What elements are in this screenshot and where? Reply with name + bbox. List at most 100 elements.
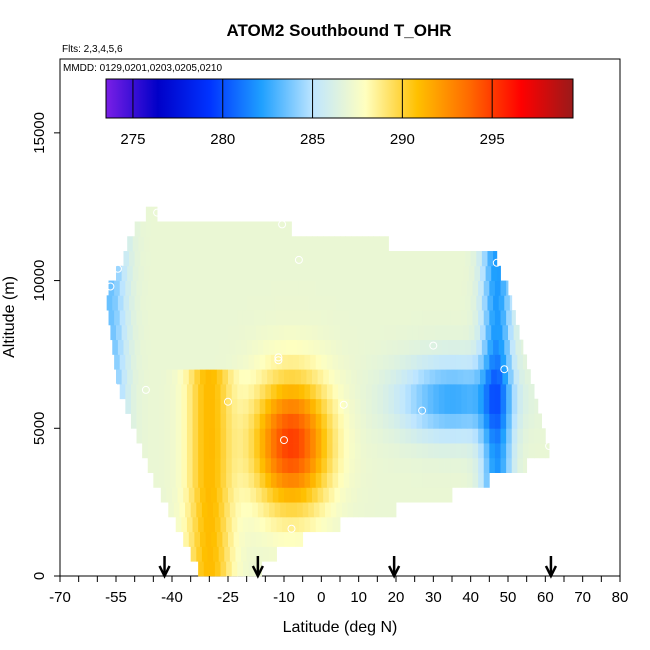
heatmap-cell <box>192 443 199 459</box>
heatmap-cell <box>444 443 451 459</box>
heatmap-cell <box>209 561 216 577</box>
heatmap-cell <box>145 251 152 267</box>
heatmap-cell <box>140 251 147 267</box>
heatmap-cell <box>226 383 233 400</box>
heatmap-cell <box>366 472 373 488</box>
heatmap-cell <box>272 324 279 341</box>
heatmap-cell <box>483 398 490 414</box>
heatmap-cell <box>310 280 317 296</box>
heatmap-cell <box>265 443 272 459</box>
heatmap-cell <box>192 354 199 370</box>
heatmap-cell <box>147 398 154 414</box>
heatmap-cell <box>237 280 244 296</box>
heatmap-cell <box>448 295 455 311</box>
heatmap-cell <box>452 324 458 341</box>
heatmap-cell <box>506 310 513 326</box>
heatmap-cell <box>132 324 139 341</box>
heatmap-cell <box>166 236 173 252</box>
heatmap-cell <box>214 472 221 488</box>
heatmap-cell <box>119 383 126 400</box>
heatmap-cell <box>257 295 264 311</box>
heatmap-cell <box>300 531 304 547</box>
heatmap-cell <box>203 472 210 488</box>
heatmap-cell <box>224 295 231 311</box>
heatmap-cell <box>203 516 210 533</box>
heatmap-cell <box>142 413 149 429</box>
heatmap-cell <box>461 413 468 429</box>
heatmap-cell <box>416 443 423 459</box>
heatmap-cell <box>366 428 373 444</box>
heatmap-cell <box>416 413 423 429</box>
heatmap-cell <box>485 265 492 281</box>
heatmap-cell <box>198 443 205 459</box>
heatmap-cell <box>470 339 477 355</box>
heatmap-cell <box>282 472 289 488</box>
heatmap-cell <box>446 324 453 341</box>
heatmap-cell <box>250 265 257 281</box>
heatmap-cell <box>515 339 522 355</box>
heatmap-cell <box>125 310 132 326</box>
heatmap-cell <box>326 457 333 473</box>
heatmap-cell <box>504 339 511 355</box>
heatmap-cell <box>494 428 501 444</box>
heatmap-cell <box>298 383 305 400</box>
heatmap-cell <box>446 265 453 281</box>
heatmap-cell <box>377 472 384 488</box>
heatmap-cell <box>214 561 221 577</box>
heatmap-cell <box>198 383 205 400</box>
heatmap-cell <box>354 443 361 459</box>
x-tick-label: 0 <box>317 589 325 606</box>
heatmap-cell <box>354 383 361 400</box>
heatmap-cell <box>399 413 406 429</box>
heatmap-cell <box>196 295 203 311</box>
heatmap-cell <box>259 354 266 370</box>
heatmap-cell <box>364 502 371 518</box>
heatmap-cell <box>304 280 311 296</box>
heatmap-cell <box>158 457 165 473</box>
heatmap-cell <box>440 487 447 503</box>
heatmap-cell <box>405 398 412 414</box>
heatmap-cell <box>373 324 380 341</box>
heatmap-cell <box>511 383 518 400</box>
heatmap-cell <box>377 398 384 414</box>
heatmap-cell <box>534 413 541 429</box>
heatmap-cell <box>500 310 507 326</box>
heatmap-cell <box>412 369 419 385</box>
heatmap-cell <box>366 413 373 429</box>
heatmap-cell <box>285 221 292 237</box>
heatmap-cell <box>256 265 262 281</box>
heatmap-cell <box>368 369 374 385</box>
heatmap-cell <box>506 354 513 370</box>
heatmap-cell <box>295 531 302 547</box>
heatmap-cell <box>313 251 320 267</box>
heatmap-cell <box>360 428 367 444</box>
heatmap-cell <box>186 472 193 488</box>
heatmap-cell <box>183 265 190 281</box>
heatmap-cell <box>127 324 134 341</box>
heatmap-cell <box>455 428 462 444</box>
heatmap-cell <box>170 443 177 459</box>
heatmap-cell <box>162 251 169 267</box>
heatmap-cell <box>267 531 274 547</box>
heatmap-cell <box>353 251 360 267</box>
heatmap-cell <box>282 398 289 414</box>
heatmap-cell <box>371 398 378 414</box>
heatmap-cell <box>116 324 122 341</box>
heatmap-cell <box>360 310 367 326</box>
heatmap-cell <box>315 310 322 326</box>
heatmap-cell <box>343 310 350 326</box>
heatmap-cell <box>440 324 447 341</box>
heatmap-cell <box>183 531 190 547</box>
heatmap-cell <box>427 472 434 488</box>
heatmap-cell <box>472 280 479 296</box>
arrow-head <box>544 565 558 579</box>
heatmap-cell <box>500 383 507 400</box>
heatmap-cell <box>360 398 367 414</box>
heatmap-cell <box>207 295 214 311</box>
heatmap-cell <box>233 369 240 385</box>
heatmap-cell <box>446 487 453 503</box>
heatmap-cell <box>257 502 264 518</box>
heatmap-cell <box>401 324 408 341</box>
heatmap-cell <box>164 398 171 414</box>
heatmap-cell <box>416 383 423 400</box>
